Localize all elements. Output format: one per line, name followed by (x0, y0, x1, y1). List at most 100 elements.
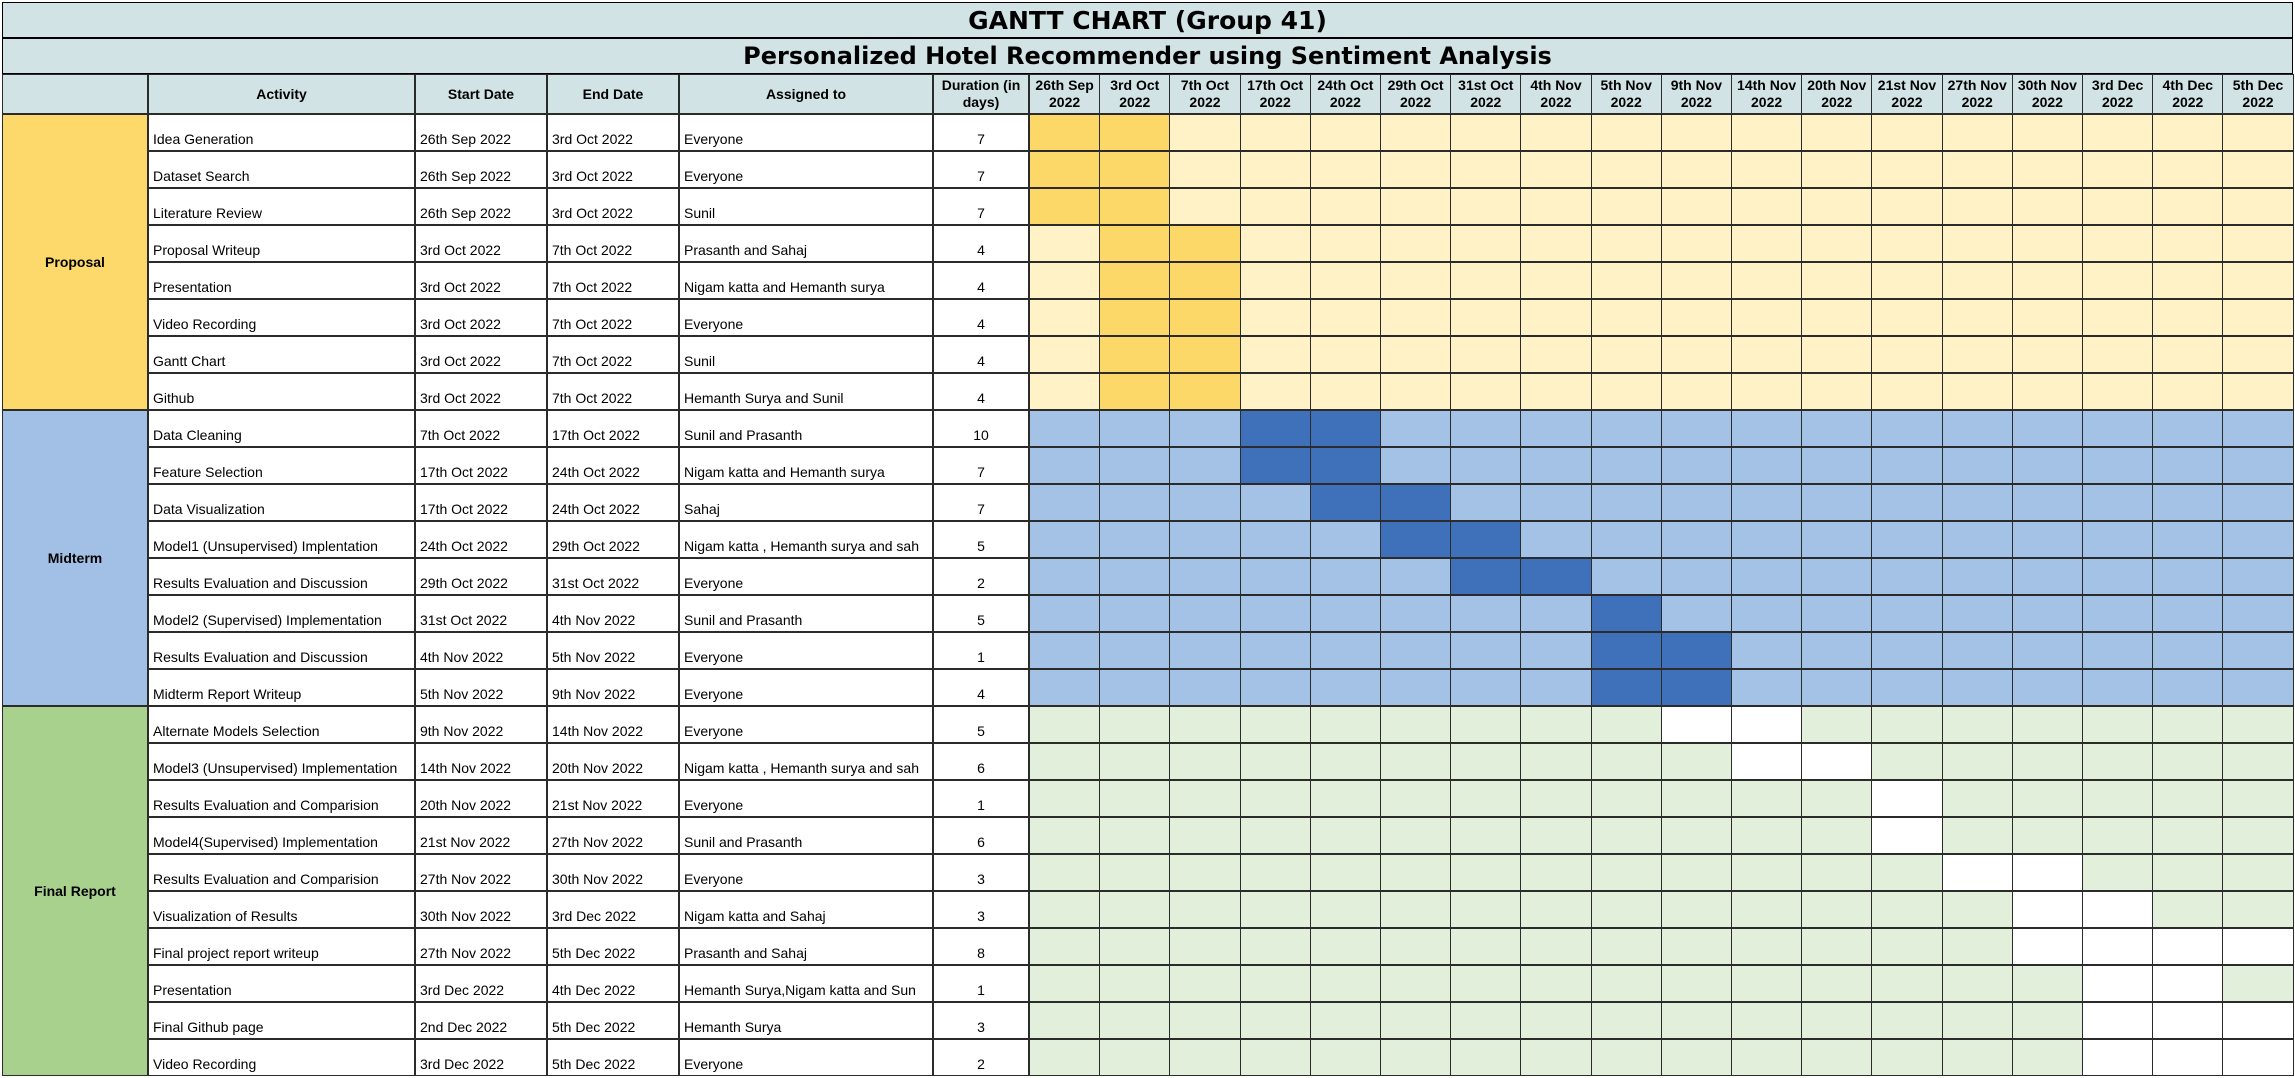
task-duration: 5 (933, 595, 1029, 632)
task-duration: 2 (933, 558, 1029, 595)
gantt-empty-cell (2152, 225, 2224, 262)
gantt-empty-cell (1731, 928, 1803, 965)
gantt-empty-cell (1029, 743, 1101, 780)
gantt-empty-cell (2222, 188, 2294, 225)
gantt-empty-cell (1660, 447, 1732, 484)
task-duration: 7 (933, 447, 1029, 484)
gantt-empty-cell (1801, 1002, 1873, 1039)
gantt-empty-cell (2082, 484, 2154, 521)
gantt-bar-cell (1169, 262, 1241, 299)
task-assigned-to: Sunil (679, 336, 933, 373)
gantt-bar-cell (1099, 336, 1171, 373)
task-assigned-to: Everyone (679, 706, 933, 743)
task-assigned-to: Everyone (679, 632, 933, 669)
gantt-empty-cell (1029, 928, 1101, 965)
gantt-empty-cell (2082, 114, 2154, 151)
gantt-empty-cell (1731, 447, 1803, 484)
gantt-empty-cell (1099, 521, 1171, 558)
gantt-empty-cell (1871, 336, 1943, 373)
gantt-empty-cell (1801, 706, 1873, 743)
gantt-empty-cell (2222, 965, 2294, 1002)
gantt-bar-cell (1660, 706, 1732, 743)
gantt-empty-cell (1871, 632, 1943, 669)
gantt-empty-cell (1801, 410, 1873, 447)
gantt-empty-cell (1801, 780, 1873, 817)
gantt-empty-cell (1239, 595, 1311, 632)
task-end-date: 7th Oct 2022 (547, 299, 679, 336)
gantt-empty-cell (1099, 632, 1171, 669)
task-assigned-to: Everyone (679, 299, 933, 336)
gantt-empty-cell (1660, 928, 1732, 965)
gantt-empty-cell (1169, 743, 1241, 780)
gantt-empty-cell (1029, 1039, 1101, 1076)
chart-title: GANTT CHART (Group 41) (2, 2, 2293, 38)
header-end-date: End Date (547, 74, 679, 114)
gantt-empty-cell (2152, 484, 2224, 521)
gantt-empty-cell (1450, 817, 1522, 854)
gantt-empty-cell (1380, 965, 1452, 1002)
gantt-empty-cell (1309, 743, 1381, 780)
gantt-empty-cell (1801, 817, 1873, 854)
gantt-empty-cell (2082, 743, 2154, 780)
gantt-empty-cell (2082, 669, 2154, 706)
gantt-empty-cell (1029, 595, 1101, 632)
gantt-empty-cell (1941, 188, 2013, 225)
gantt-empty-cell (1239, 817, 1311, 854)
gantt-empty-cell (1520, 1039, 1592, 1076)
gantt-empty-cell (2011, 151, 2083, 188)
task-activity: Model1 (Unsupervised) Implentation (148, 521, 415, 558)
gantt-empty-cell (1590, 114, 1662, 151)
gantt-empty-cell (1660, 188, 1732, 225)
gantt-empty-cell (2082, 632, 2154, 669)
task-activity: Proposal Writeup (148, 225, 415, 262)
gantt-empty-cell (1239, 854, 1311, 891)
task-duration: 4 (933, 373, 1029, 410)
gantt-empty-cell (1731, 299, 1803, 336)
task-end-date: 3rd Oct 2022 (547, 188, 679, 225)
gantt-empty-cell (1169, 410, 1241, 447)
task-duration: 7 (933, 151, 1029, 188)
gantt-empty-cell (1731, 891, 1803, 928)
gantt-empty-cell (1450, 484, 1522, 521)
task-assigned-to: Prasanth and Sahaj (679, 225, 933, 262)
gantt-empty-cell (2222, 447, 2294, 484)
gantt-empty-cell (2222, 558, 2294, 595)
gantt-empty-cell (1871, 151, 1943, 188)
gantt-empty-cell (1169, 188, 1241, 225)
date-column-header: 5th Dec 2022 (2222, 74, 2294, 114)
gantt-empty-cell (1239, 706, 1311, 743)
task-activity: Data Visualization (148, 484, 415, 521)
task-start-date: 27th Nov 2022 (415, 928, 547, 965)
gantt-empty-cell (2082, 410, 2154, 447)
gantt-empty-cell (1239, 558, 1311, 595)
gantt-bar-cell (1309, 447, 1381, 484)
gantt-empty-cell (2152, 299, 2224, 336)
gantt-empty-cell (1801, 595, 1873, 632)
task-duration: 6 (933, 743, 1029, 780)
gantt-empty-cell (2152, 854, 2224, 891)
gantt-bar-cell (1029, 188, 1101, 225)
task-assigned-to: Sunil and Prasanth (679, 817, 933, 854)
gantt-empty-cell (2011, 595, 2083, 632)
gantt-empty-cell (1309, 188, 1381, 225)
task-end-date: 7th Oct 2022 (547, 336, 679, 373)
gantt-empty-cell (1380, 336, 1452, 373)
gantt-empty-cell (1239, 669, 1311, 706)
gantt-empty-cell (1169, 558, 1241, 595)
gantt-empty-cell (1099, 410, 1171, 447)
task-activity: Model3 (Unsupervised) Implementation (148, 743, 415, 780)
task-activity: Github (148, 373, 415, 410)
task-activity: Gantt Chart (148, 336, 415, 373)
gantt-empty-cell (1590, 484, 1662, 521)
gantt-empty-cell (2082, 225, 2154, 262)
task-duration: 10 (933, 410, 1029, 447)
gantt-bar-cell (1029, 114, 1101, 151)
task-end-date: 17th Oct 2022 (547, 410, 679, 447)
gantt-empty-cell (1941, 521, 2013, 558)
task-end-date: 24th Oct 2022 (547, 447, 679, 484)
date-column-header: 30th Nov 2022 (2011, 74, 2083, 114)
task-assigned-to: Nigam katta and Hemanth surya (679, 447, 933, 484)
gantt-empty-cell (2152, 188, 2224, 225)
gantt-empty-cell (1099, 484, 1171, 521)
gantt-empty-cell (1801, 447, 1873, 484)
